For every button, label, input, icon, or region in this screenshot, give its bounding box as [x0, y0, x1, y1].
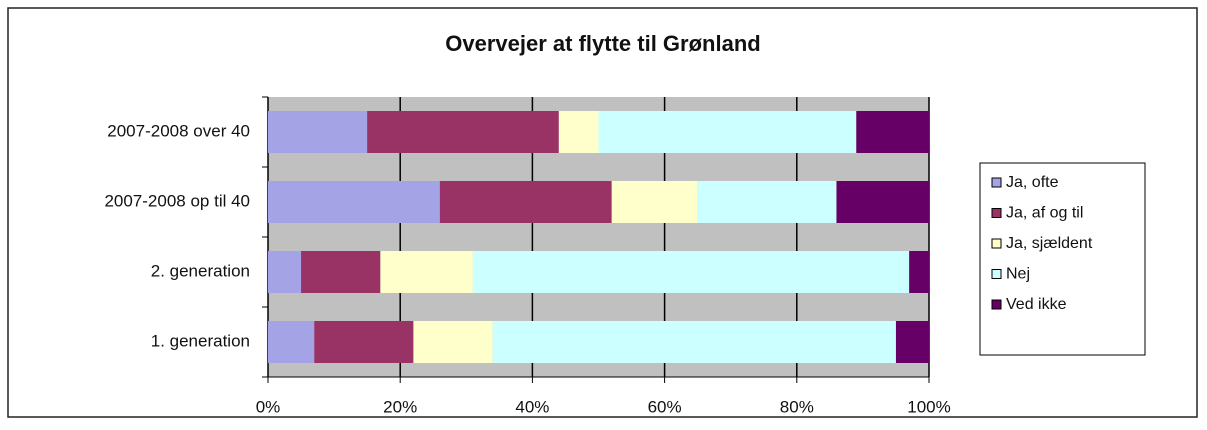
bar-segment: [268, 181, 440, 223]
legend-label: Ja, af og til: [1006, 205, 1083, 222]
bar-segment: [413, 321, 493, 363]
legend-swatch: [991, 269, 1002, 279]
bar-segment: [301, 251, 381, 293]
y-tick-label: 2007-2008 op til 40: [104, 191, 250, 210]
bar-segment: [836, 181, 929, 223]
x-tick-label: 0%: [256, 397, 281, 416]
bar-segment: [598, 111, 857, 153]
bar-segment: [909, 251, 929, 293]
x-tick-label: 40%: [515, 397, 549, 416]
x-tick-label: 100%: [907, 397, 950, 416]
legend-label: Ja, sjældent: [1006, 235, 1093, 252]
x-tick-label: 20%: [383, 397, 417, 416]
bar-segment: [472, 251, 910, 293]
y-tick-label: 2. generation: [151, 261, 250, 280]
bar-segment: [268, 321, 315, 363]
bar-segment: [895, 321, 929, 363]
legend-swatch: [991, 238, 1002, 249]
bar-segment: [380, 251, 473, 293]
legend-label: Ved ikke: [1006, 296, 1067, 313]
legend-label: Nej: [1006, 266, 1030, 283]
bar-segment: [492, 321, 896, 363]
bar-segment: [856, 111, 929, 153]
legend-box: [979, 162, 1146, 356]
bar-segment: [314, 321, 414, 363]
bar-segment: [268, 251, 302, 293]
bar-segment: [439, 181, 612, 223]
x-tick-label: 80%: [780, 397, 814, 416]
y-tick-label: 1. generation: [151, 331, 250, 350]
chart-frame: [7, 7, 1198, 418]
y-tick-label: 2007-2008 over 40: [107, 121, 250, 140]
legend-swatch: [991, 299, 1002, 310]
bar-segment: [268, 111, 368, 153]
chart-title: Overvejer at flytte til Grønland: [445, 31, 760, 56]
legend-swatch: [991, 177, 1002, 188]
legend-swatch: [991, 208, 1002, 218]
legend-label: Ja, ofte: [1006, 174, 1059, 191]
bar-segment: [367, 111, 559, 153]
bar-segment: [697, 181, 837, 223]
x-tick-label: 60%: [648, 397, 682, 416]
bar-segment: [611, 181, 698, 223]
bar-segment: [558, 111, 599, 153]
